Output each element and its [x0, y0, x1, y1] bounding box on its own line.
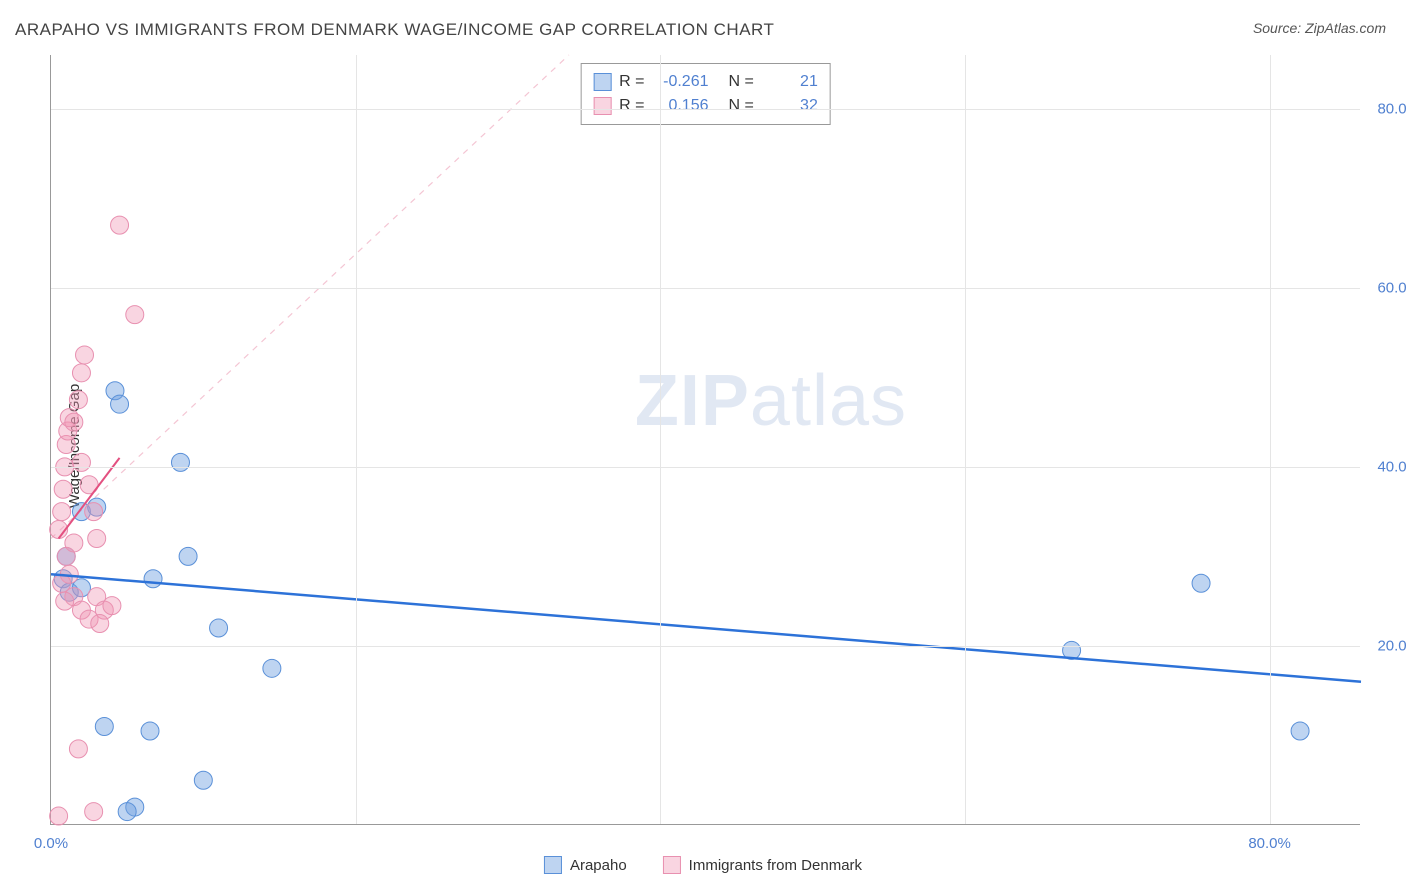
n-value-arapaho: 21 — [762, 70, 818, 94]
denmark-point — [91, 615, 109, 633]
swatch-denmark — [593, 97, 611, 115]
x-tick-label: 80.0% — [1248, 835, 1291, 852]
denmark-point — [111, 216, 129, 234]
arapaho-point — [171, 453, 189, 471]
denmark-point — [65, 534, 83, 552]
arapaho-point — [1192, 574, 1210, 592]
denmark-point — [72, 364, 90, 382]
arapaho-point — [111, 395, 129, 413]
y-tick-label: 60.0% — [1365, 279, 1406, 296]
legend-item-arapaho: Arapaho — [544, 856, 627, 874]
denmark-point — [85, 803, 103, 821]
chart-title: ARAPAHO VS IMMIGRANTS FROM DENMARK WAGE/… — [15, 20, 774, 40]
arapaho-point — [194, 771, 212, 789]
gridline-h — [51, 467, 1360, 468]
gridline-v — [965, 55, 966, 824]
denmark-point — [85, 503, 103, 521]
y-tick-label: 80.0% — [1365, 100, 1406, 117]
legend-label-arapaho: Arapaho — [570, 857, 627, 874]
denmark-point — [56, 592, 74, 610]
arapaho-point — [95, 718, 113, 736]
y-tick-label: 20.0% — [1365, 637, 1406, 654]
plot-svg — [51, 55, 1360, 824]
denmark-point — [69, 740, 87, 758]
arapaho-point — [141, 722, 159, 740]
gridline-h — [51, 109, 1360, 110]
gridline-v — [1270, 55, 1271, 824]
n-value-denmark: 32 — [762, 94, 818, 118]
legend-item-denmark: Immigrants from Denmark — [663, 856, 862, 874]
y-tick-label: 40.0% — [1365, 458, 1406, 475]
arapaho-point — [1291, 722, 1309, 740]
denmark-point — [88, 529, 106, 547]
chart-container: ARAPAHO VS IMMIGRANTS FROM DENMARK WAGE/… — [0, 0, 1406, 892]
denmark-point — [72, 453, 90, 471]
arapaho-point — [210, 619, 228, 637]
arapaho-point — [144, 570, 162, 588]
plot-area: ZIPatlas R = -0.261 N = 21 R = 0.156 N =… — [50, 55, 1360, 825]
denmark-point — [103, 597, 121, 615]
arapaho-point — [263, 659, 281, 677]
footer-legend: Arapaho Immigrants from Denmark — [544, 856, 862, 874]
stats-row-arapaho: R = -0.261 N = 21 — [593, 70, 818, 94]
gridline-h — [51, 288, 1360, 289]
arapaho-point — [118, 803, 136, 821]
swatch-arapaho-icon — [544, 856, 562, 874]
stats-legend-box: R = -0.261 N = 21 R = 0.156 N = 32 — [580, 63, 831, 125]
denmark-point — [65, 413, 83, 431]
denmark-point — [53, 574, 71, 592]
denmark-point — [50, 807, 68, 825]
swatch-arapaho — [593, 73, 611, 91]
denmark-point — [126, 306, 144, 324]
denmark-point — [76, 346, 94, 364]
gridline-v — [356, 55, 357, 824]
swatch-denmark-icon — [663, 856, 681, 874]
denmark-point — [53, 503, 71, 521]
arapaho-trendline — [51, 574, 1361, 681]
arapaho-point — [179, 547, 197, 565]
x-tick-label: 0.0% — [34, 835, 68, 852]
gridline-v — [660, 55, 661, 824]
source-attribution: Source: ZipAtlas.com — [1253, 20, 1386, 36]
stats-row-denmark: R = 0.156 N = 32 — [593, 94, 818, 118]
gridline-h — [51, 646, 1360, 647]
legend-label-denmark: Immigrants from Denmark — [689, 857, 862, 874]
denmark-point — [69, 391, 87, 409]
denmark-point — [54, 480, 72, 498]
